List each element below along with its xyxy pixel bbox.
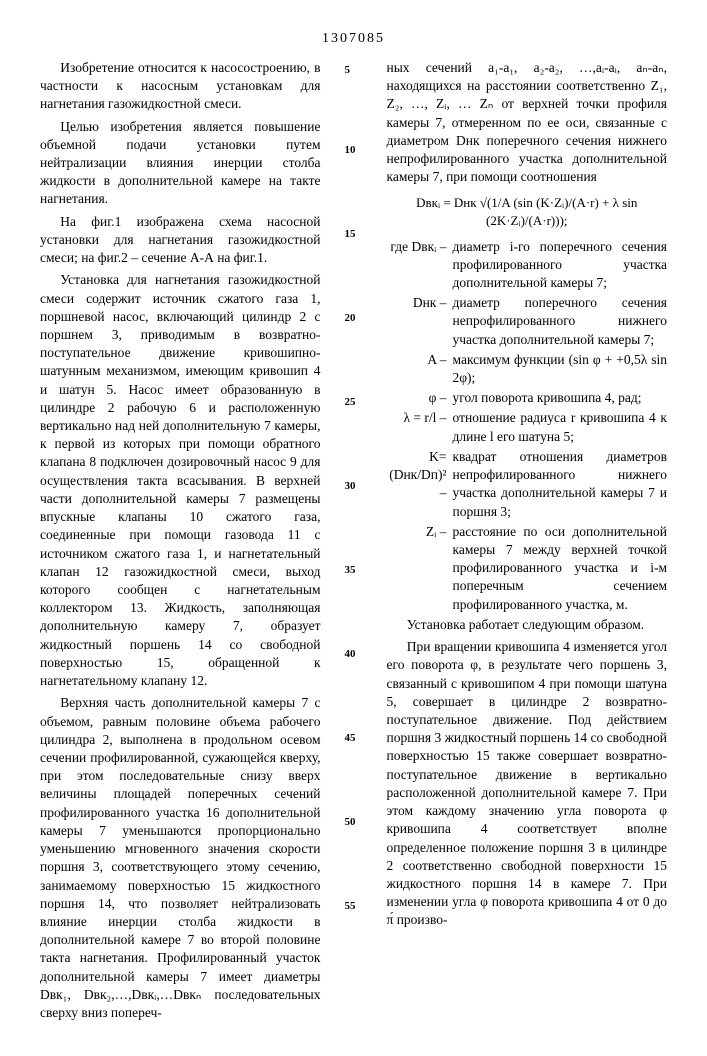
line-num: 10 <box>345 143 356 158</box>
column-left: Изобретение относится к насосостроению, … <box>40 59 321 1026</box>
def-symbol: λ = r/l – <box>387 409 447 445</box>
def-text: диаметр i-го поперечного сечения профили… <box>453 238 668 293</box>
def-symbol: где Dвкᵢ – <box>387 238 447 293</box>
line-number-gutter: 5 10 15 20 25 30 35 40 45 50 55 <box>345 59 363 1026</box>
definition-row: где Dвкᵢ – диаметр i-го поперечного сече… <box>387 238 668 293</box>
line-num: 25 <box>345 395 356 410</box>
para-operation-detail: При вращении кривошипа 4 изменяется угол… <box>387 638 668 930</box>
para-operation: Установка работает следующим образом. <box>387 616 668 634</box>
patent-number: 1307085 <box>40 30 667 49</box>
line-num: 40 <box>345 647 356 662</box>
para-1: Изобретение относится к насосостроению, … <box>40 59 321 114</box>
def-symbol: Dнк – <box>387 294 447 349</box>
def-text: диаметр поперечного сечения непрофилиров… <box>453 294 668 349</box>
definition-row: Zᵢ – расстояние по оси дополнительной ка… <box>387 523 668 614</box>
def-text: отношение радиуса r кривошипа 4 к длине … <box>453 409 668 445</box>
column-right: ных сечений а₁-а₁, а₂-а₂, …,аᵢ-аᵢ, аₙ-аₙ… <box>387 59 668 1026</box>
para-cont: ных сечений а₁-а₁, а₂-а₂, …,аᵢ-аᵢ, аₙ-аₙ… <box>387 59 668 187</box>
line-num: 5 <box>345 63 351 78</box>
para-3: На фиг.1 изображена схема насосной устан… <box>40 213 321 268</box>
def-symbol: A – <box>387 351 447 387</box>
def-symbol: Zᵢ – <box>387 523 447 614</box>
formula-main: Dвкᵢ = Dнк √(1/A (sin (K·Zᵢ)/(A·r) + λ s… <box>387 194 668 229</box>
def-text: максимум функции (sin φ + +0,5λ sin 2φ); <box>453 351 668 387</box>
para-5: Верхняя часть дополнительной камеры 7 с … <box>40 694 321 1022</box>
definition-row: λ = r/l – отношение радиуса r кривошипа … <box>387 409 668 445</box>
line-num: 15 <box>345 227 356 242</box>
line-num: 50 <box>345 815 356 830</box>
definition-row: Dнк – диаметр поперечного сечения непроф… <box>387 294 668 349</box>
def-text: квадрат отношения диаметров непрофилиров… <box>453 448 668 521</box>
def-symbol: φ – <box>387 389 447 407</box>
line-num: 30 <box>345 479 356 494</box>
definition-row: K=(Dнк/Dп)² – квадрат отношения диаметро… <box>387 448 668 521</box>
para-4: Установка для нагнетания газожидкостной … <box>40 271 321 690</box>
definition-row: A – максимум функции (sin φ + +0,5λ sin … <box>387 351 668 387</box>
line-num: 35 <box>345 563 356 578</box>
line-num: 20 <box>345 311 356 326</box>
def-text: угол поворота кривошипа 4, рад; <box>453 389 668 407</box>
def-text: расстояние по оси дополнительной камеры … <box>453 523 668 614</box>
def-symbol: K=(Dнк/Dп)² – <box>387 448 447 521</box>
line-num: 55 <box>345 899 356 914</box>
two-column-layout: Изобретение относится к насосостроению, … <box>40 59 667 1026</box>
definition-row: φ – угол поворота кривошипа 4, рад; <box>387 389 668 407</box>
line-num: 45 <box>345 731 356 746</box>
para-2: Целью изобретения является повышение объ… <box>40 118 321 209</box>
